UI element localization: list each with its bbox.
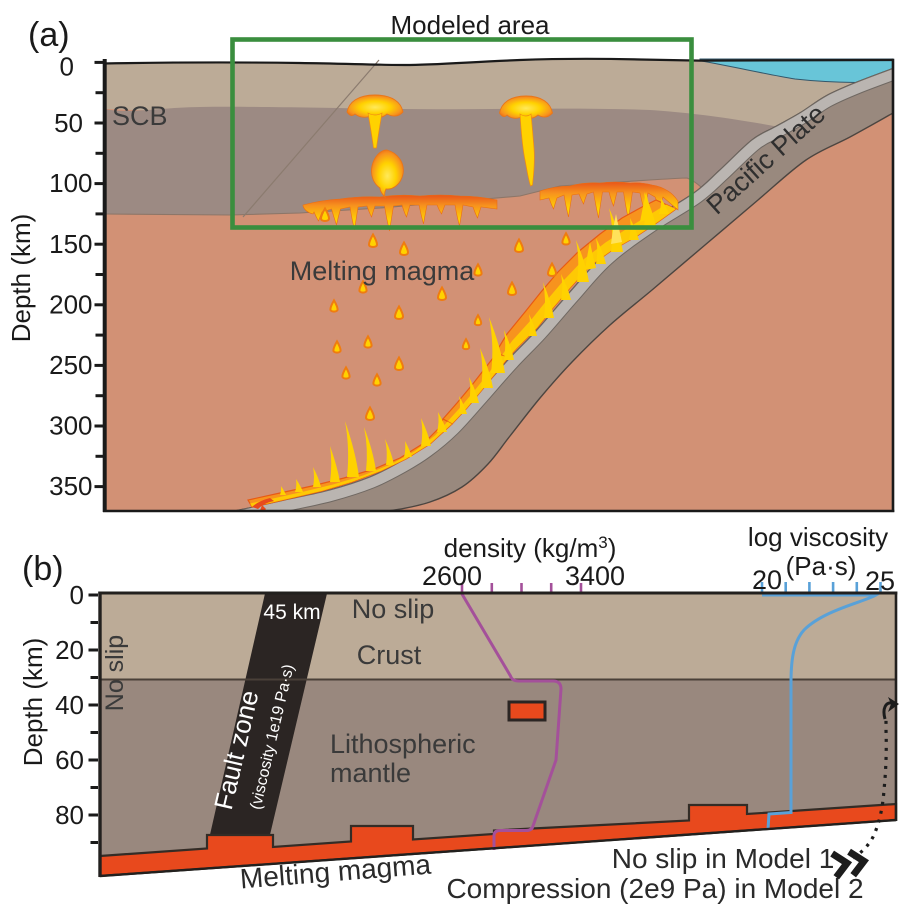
svg-text:(b): (b)	[22, 550, 64, 588]
svg-text:No slip in Model 1: No slip in Model 1	[612, 843, 835, 874]
svg-text:3400: 3400	[565, 561, 625, 591]
svg-text:0: 0	[70, 580, 84, 610]
svg-text:2600: 2600	[422, 561, 482, 591]
svg-text:Depth (km): Depth (km)	[18, 638, 48, 767]
svg-text:250: 250	[49, 350, 92, 380]
svg-text:45 km: 45 km	[263, 601, 320, 624]
svg-text:150: 150	[49, 229, 92, 259]
svg-text:Crust: Crust	[357, 640, 422, 670]
svg-text:20: 20	[752, 565, 782, 595]
svg-text:350: 350	[49, 471, 92, 501]
svg-text:20: 20	[55, 635, 84, 665]
svg-text:SCB: SCB	[112, 101, 168, 131]
svg-text:Depth (km): Depth (km)	[6, 214, 36, 343]
svg-text:40: 40	[55, 690, 84, 720]
svg-text:100: 100	[49, 168, 92, 198]
svg-text:25: 25	[865, 566, 895, 596]
svg-text:50: 50	[54, 108, 83, 138]
svg-text:Lithospheric: Lithospheric	[330, 729, 476, 759]
svg-text:density (kg/m3): density (kg/m3)	[444, 533, 617, 563]
svg-text:Modeled area: Modeled area	[391, 10, 551, 40]
svg-text:No slip: No slip	[352, 594, 435, 624]
svg-text:(a): (a)	[28, 16, 70, 54]
svg-text:60: 60	[55, 745, 84, 775]
svg-text:200: 200	[49, 289, 92, 319]
svg-text:Compression (2e9 Pa) in Model: Compression (2e9 Pa) in Model 2	[446, 873, 863, 904]
svg-text:Melting magma: Melting magma	[290, 256, 476, 286]
svg-text:300: 300	[49, 411, 92, 441]
svg-text:80: 80	[55, 800, 84, 830]
svg-text:0: 0	[60, 52, 74, 82]
svg-text:mantle: mantle	[330, 758, 411, 788]
svg-text:(Pa·s): (Pa·s)	[786, 551, 857, 581]
svg-text:No slip: No slip	[101, 635, 129, 711]
svg-text:log viscosity: log viscosity	[748, 522, 888, 552]
